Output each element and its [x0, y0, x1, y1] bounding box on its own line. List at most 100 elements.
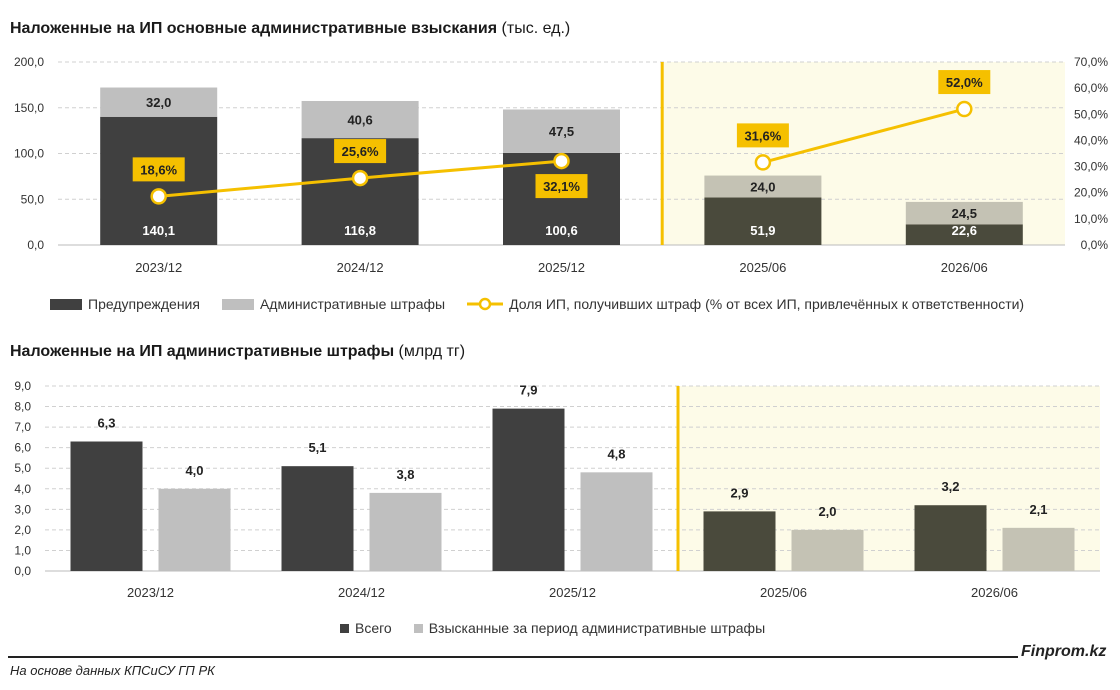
legend-item-share: Доля ИП, получивших штраф (% от всех ИП,… — [467, 296, 1024, 312]
chart1-title: Наложенные на ИП основные административн… — [10, 20, 571, 37]
source-note: На основе данных КПСиСУ ГП РК — [10, 663, 215, 678]
point-share — [956, 100, 973, 118]
data-label-warnings: 22,6 — [952, 223, 977, 238]
y2-tick-label: 0,0% — [1081, 238, 1109, 252]
bar-collected — [369, 492, 442, 571]
point-share — [553, 152, 570, 170]
data-label-collected: 4,0 — [185, 463, 203, 478]
bar-fines — [905, 201, 1023, 225]
y-tick-label: 6,0 — [14, 441, 31, 455]
data-label-collected: 2,1 — [1029, 502, 1047, 517]
x-category-label: 2025/12 — [538, 260, 585, 275]
data-label-fines: 24,0 — [750, 180, 775, 195]
y-tick-label: 5,0 — [14, 461, 31, 475]
x-category-label: 2024/12 — [337, 260, 384, 275]
bar-total — [70, 441, 143, 571]
bar-total — [492, 408, 565, 571]
data-label-total: 7,9 — [519, 383, 537, 398]
data-label-share: 31,6% — [744, 128, 781, 143]
legend-item-collected: Взысканные за период административные шт… — [413, 620, 765, 636]
chart2-plot: 0,0 1,0 2,0 3,0 4,0 5,0 6,0 7,0 8,0 9,0 6,3 4,0 2023… — [14, 379, 1100, 600]
y-tick-label: 2,0 — [14, 523, 31, 537]
y-tick-label: 100,0 — [14, 147, 44, 161]
brand-logo: Finprom.kz — [1021, 643, 1107, 660]
legend-label-total: Всего — [355, 620, 392, 636]
chart2-title: Наложенные на ИП административные штрафы… — [10, 343, 466, 360]
data-label-fines: 24,5 — [952, 206, 977, 221]
data-label-box-share — [535, 174, 588, 199]
data-label-fines: 47,5 — [549, 124, 574, 139]
bar-fines — [100, 87, 218, 117]
data-label-total: 2,9 — [730, 485, 748, 500]
y-tick-label: 0,0 — [14, 564, 31, 578]
legend-label-warnings: Предупреждения — [88, 296, 200, 312]
point-share — [150, 188, 167, 205]
y-tick-label: 0,0 — [27, 238, 44, 252]
x-category-label: 2023/12 — [135, 260, 182, 275]
point-share — [351, 169, 369, 187]
y-tick-label: 150,0 — [14, 101, 44, 115]
data-label-collected: 4,8 — [607, 446, 625, 461]
y2-tick-label: 40,0% — [1074, 133, 1108, 147]
y-tick-label: 4,0 — [14, 482, 31, 496]
x-category-label: 2025/06 — [739, 260, 786, 275]
chart1-legend: Предупреждения Административные штрафы Д… — [50, 296, 1046, 312]
legend-label-share: Доля ИП, получивших штраф (% от всех ИП,… — [509, 296, 1025, 312]
point-share — [754, 154, 772, 171]
y-tick-label: 50,0 — [21, 192, 45, 206]
data-label-box-share — [938, 70, 991, 95]
legend-swatch-collected — [413, 623, 423, 633]
legend-swatch-warnings — [50, 298, 82, 310]
data-label-box-share — [334, 139, 387, 164]
y2-tick-label: 30,0% — [1074, 160, 1108, 174]
y-tick-label: 8,0 — [14, 400, 31, 414]
x-category-label: 2025/06 — [760, 585, 807, 600]
data-label-share: 25,6% — [342, 144, 379, 159]
data-label-total: 5,1 — [308, 440, 326, 455]
bar-fines — [301, 100, 419, 139]
data-label-warnings: 51,9 — [750, 223, 775, 238]
chart1-plot: 0,0 50,0 100,0 150,0 200,0 0,0% 10,0% 20,0% 30,0… — [14, 55, 1109, 275]
data-label-total: 6,3 — [97, 416, 115, 431]
data-label-box-share — [736, 123, 789, 148]
bar-total — [281, 466, 354, 571]
series-line-share — [762, 107, 965, 164]
y-tick-label: 7,0 — [14, 420, 31, 434]
data-label-total: 3,2 — [941, 479, 959, 494]
x-category-label: 2024/12 — [338, 585, 385, 600]
y-tick-label: 3,0 — [14, 502, 31, 516]
data-label-share: 52,0% — [946, 75, 983, 90]
data-label-box-share — [132, 157, 185, 182]
legend-item-fines: Административные штрафы — [221, 296, 446, 312]
bar-warnings — [905, 224, 1023, 245]
y2-tick-label: 50,0% — [1074, 107, 1108, 121]
bar-total — [914, 505, 987, 571]
legend-item-warnings: Предупреждения — [50, 296, 200, 312]
legend-swatch-total — [340, 623, 349, 633]
data-label-share: 18,6% — [140, 162, 177, 177]
y2-tick-label: 20,0% — [1074, 186, 1108, 200]
data-label-collected: 2,0 — [818, 504, 836, 519]
legend-swatch-fines — [221, 298, 254, 310]
x-category-label: 2025/12 — [549, 585, 596, 600]
legend-swatch-share-line-icon — [467, 297, 504, 311]
data-label-collected: 3,8 — [396, 467, 414, 482]
data-label-fines: 40,6 — [347, 113, 372, 128]
data-label-warnings: 100,6 — [545, 223, 578, 238]
y-tick-label: 200,0 — [14, 55, 44, 69]
bar-fines — [704, 175, 822, 198]
bar-warnings — [704, 197, 822, 245]
data-label-warnings: 140,1 — [142, 223, 175, 238]
chart2-legend: Всего Взысканные за период административ… — [340, 620, 787, 636]
bar-collected — [158, 488, 231, 571]
data-label-fines: 32,0 — [146, 95, 171, 110]
legend-item-total: Всего — [340, 620, 392, 636]
bar-collected — [1002, 527, 1075, 571]
x-category-label: 2026/06 — [971, 585, 1018, 600]
legend-label-fines: Административные штрафы — [259, 296, 446, 312]
y-tick-label: 9,0 — [14, 379, 31, 393]
x-category-label: 2026/06 — [941, 260, 988, 275]
y2-tick-label: 70,0% — [1074, 55, 1108, 69]
y2-tick-label: 60,0% — [1074, 81, 1108, 95]
data-label-share: 32,1% — [543, 179, 580, 194]
